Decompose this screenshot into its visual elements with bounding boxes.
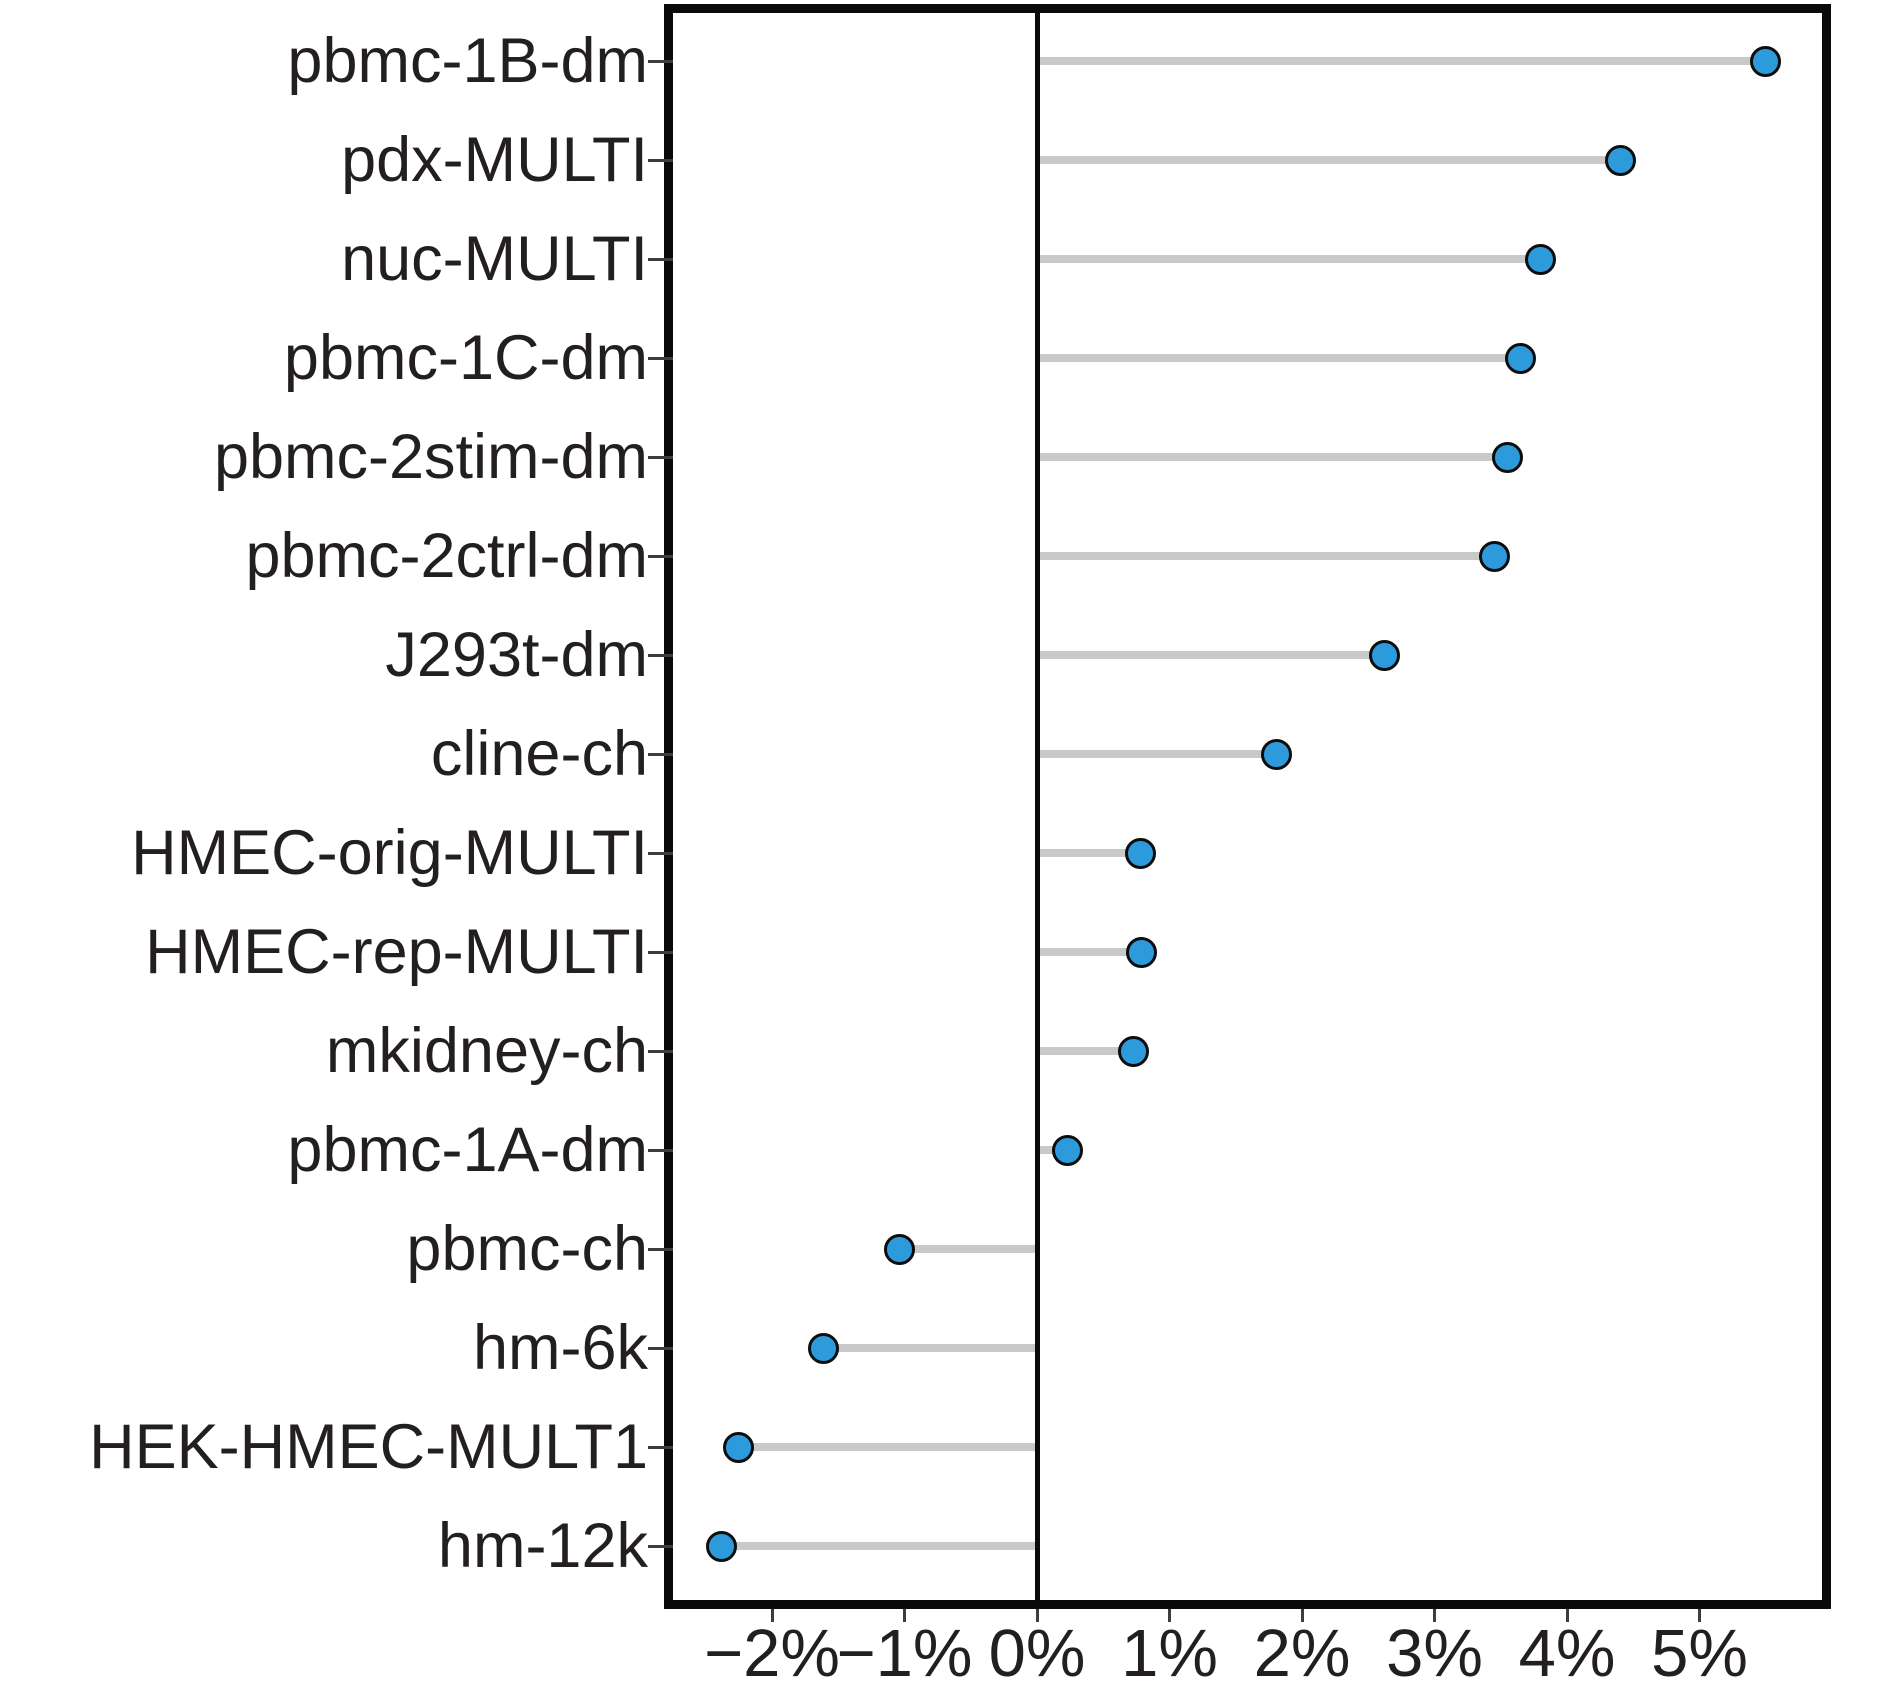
x-axis-tick-label: 1%	[1121, 1616, 1218, 1691]
data-point	[1478, 540, 1510, 572]
data-point	[1505, 342, 1537, 374]
data-point	[1118, 1035, 1150, 1067]
x-axis-tick	[770, 1609, 774, 1622]
y-axis-tick	[648, 158, 673, 162]
stem	[1037, 552, 1495, 560]
y-axis-label: hm-12k	[437, 1511, 648, 1581]
y-axis-tick	[648, 851, 673, 855]
data-point	[1491, 441, 1523, 473]
y-axis-tick	[648, 950, 673, 954]
y-axis-label: HEK-HMEC-MULT1	[89, 1412, 648, 1482]
x-axis-tick	[1433, 1609, 1436, 1622]
y-axis-tick	[648, 1049, 673, 1053]
y-axis-label: pbmc-2ctrl-dm	[245, 521, 648, 591]
y-axis-tick	[648, 455, 673, 459]
x-axis-tick-label: 3%	[1386, 1616, 1483, 1691]
y-axis-label: pdx-MULTI	[341, 125, 648, 195]
zero-reference-line	[1034, 13, 1040, 1600]
stem	[1037, 750, 1277, 758]
x-axis-tick	[1565, 1609, 1569, 1622]
stem	[823, 1344, 1037, 1352]
y-axis-label: pbmc-2stim-dm	[213, 422, 648, 492]
stem	[1037, 255, 1541, 263]
y-axis-tick	[648, 752, 673, 756]
data-point	[1750, 45, 1782, 77]
y-axis-tick	[648, 1247, 673, 1251]
y-axis-label: J293t-dm	[385, 620, 648, 690]
y-axis-label: pbmc-ch	[406, 1214, 648, 1284]
data-point	[723, 1431, 755, 1463]
x-axis-tick-label: 4%	[1518, 1616, 1616, 1691]
x-axis-tick	[903, 1609, 906, 1622]
x-axis-tick	[1035, 1609, 1039, 1622]
stem	[1037, 651, 1385, 659]
data-point	[1261, 738, 1293, 770]
y-axis-label: nuc-MULTI	[341, 224, 648, 294]
y-axis-label: HMEC-rep-MULTI	[145, 917, 648, 987]
stem	[1037, 354, 1521, 362]
x-axis-tick-label: 5%	[1651, 1616, 1748, 1691]
y-axis-tick	[648, 1544, 673, 1548]
stem	[1037, 453, 1508, 461]
y-axis-label: mkidney-ch	[325, 1016, 648, 1086]
stem	[738, 1443, 1037, 1451]
stem	[1037, 849, 1141, 857]
data-point	[706, 1530, 738, 1562]
y-axis-tick	[648, 59, 673, 63]
data-point	[1604, 144, 1636, 176]
data-point	[1368, 639, 1400, 671]
y-axis-tick	[648, 554, 673, 558]
plot-area	[648, 4, 1831, 1622]
stem	[1037, 1047, 1134, 1055]
x-axis-tick-label: −2%	[704, 1616, 840, 1691]
stem	[1037, 57, 1766, 65]
data-point	[1124, 837, 1156, 869]
stem	[721, 1542, 1037, 1550]
x-axis-tick-label: 2%	[1253, 1616, 1351, 1691]
y-axis-tick	[648, 1148, 673, 1152]
y-axis-label: pbmc-1C-dm	[283, 323, 648, 393]
y-axis-label: cline-ch	[430, 719, 648, 789]
x-axis-tick-label: 0%	[988, 1616, 1086, 1691]
stem	[1037, 156, 1620, 164]
y-axis-tick	[648, 356, 673, 360]
y-axis-tick	[648, 1445, 673, 1449]
data-point	[808, 1332, 840, 1364]
y-axis-label: pbmc-1A-dm	[287, 1115, 648, 1185]
y-axis-label: pbmc-1B-dm	[287, 26, 648, 96]
data-point	[1525, 243, 1556, 275]
y-axis-label: HMEC-orig-MULTI	[131, 818, 648, 888]
x-axis-tick	[1698, 1609, 1701, 1622]
data-point	[883, 1233, 915, 1265]
x-axis-tick	[1300, 1609, 1304, 1622]
y-axis-label: hm-6k	[472, 1313, 648, 1383]
data-point	[1051, 1134, 1083, 1166]
y-axis-tick	[648, 1346, 673, 1350]
y-axis-tick	[648, 257, 673, 261]
y-axis-tick	[648, 653, 673, 657]
stem	[1037, 948, 1142, 956]
x-axis-tick	[1168, 1609, 1171, 1622]
stem	[899, 1245, 1037, 1253]
data-point	[1126, 936, 1158, 968]
x-axis-tick-label: −1%	[836, 1616, 973, 1691]
